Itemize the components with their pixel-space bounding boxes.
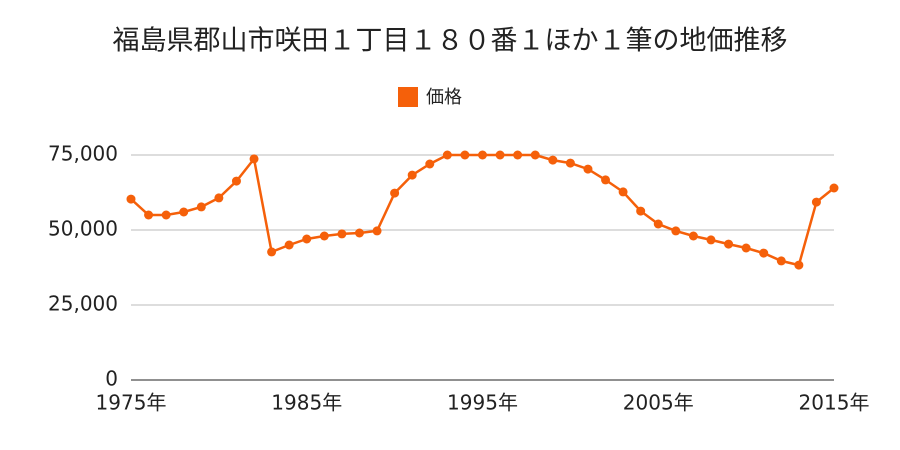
data-point bbox=[478, 150, 487, 160]
data-point bbox=[196, 202, 206, 212]
data-point bbox=[583, 164, 593, 174]
data-point bbox=[829, 183, 839, 193]
x-tick-label: 1985年 bbox=[271, 391, 342, 415]
data-point bbox=[741, 243, 751, 253]
data-point bbox=[565, 158, 575, 168]
data-point bbox=[776, 256, 786, 266]
data-point bbox=[337, 229, 347, 239]
y-tick-label: 50,000 bbox=[48, 217, 118, 241]
data-point bbox=[618, 187, 628, 197]
data-point bbox=[267, 247, 277, 257]
data-point bbox=[354, 228, 364, 238]
legend-swatch bbox=[398, 87, 418, 107]
data-point bbox=[636, 206, 646, 216]
data-point bbox=[724, 239, 734, 249]
data-point bbox=[811, 197, 821, 207]
data-point bbox=[319, 231, 329, 241]
x-tick-label: 2015年 bbox=[799, 391, 870, 415]
data-point bbox=[126, 194, 136, 204]
data-point bbox=[513, 150, 523, 160]
x-tick-label: 1975年 bbox=[96, 391, 167, 415]
data-point bbox=[144, 210, 154, 220]
data-point bbox=[390, 188, 400, 198]
data-point bbox=[407, 170, 417, 180]
legend-label: 価格 bbox=[426, 87, 462, 108]
data-point bbox=[179, 207, 189, 217]
data-point bbox=[214, 193, 224, 203]
data-point bbox=[460, 150, 470, 160]
data-point bbox=[442, 150, 452, 160]
data-point bbox=[530, 150, 540, 160]
data-point bbox=[653, 219, 663, 229]
data-point bbox=[372, 226, 382, 236]
data-point bbox=[495, 150, 505, 160]
data-point bbox=[302, 234, 312, 244]
data-point bbox=[759, 248, 769, 258]
data-point bbox=[671, 226, 681, 236]
y-tick-label: 25,000 bbox=[48, 292, 118, 316]
data-point bbox=[548, 155, 558, 165]
y-tick-label: 0 bbox=[105, 367, 118, 391]
data-point bbox=[794, 260, 804, 270]
x-tick-label: 2005年 bbox=[623, 391, 694, 415]
data-point bbox=[231, 176, 241, 186]
data-point bbox=[161, 210, 171, 220]
data-point bbox=[688, 231, 698, 241]
data-point bbox=[249, 154, 259, 164]
data-point bbox=[601, 175, 611, 185]
data-point bbox=[425, 159, 435, 169]
x-tick-label: 1995年 bbox=[447, 391, 518, 415]
chart-title: 福島県郡山市咲田１丁目１８０番１ほか１筆の地価推移 bbox=[113, 26, 788, 57]
y-tick-label: 75,000 bbox=[48, 142, 118, 166]
data-point bbox=[284, 240, 294, 250]
data-point bbox=[706, 235, 716, 245]
